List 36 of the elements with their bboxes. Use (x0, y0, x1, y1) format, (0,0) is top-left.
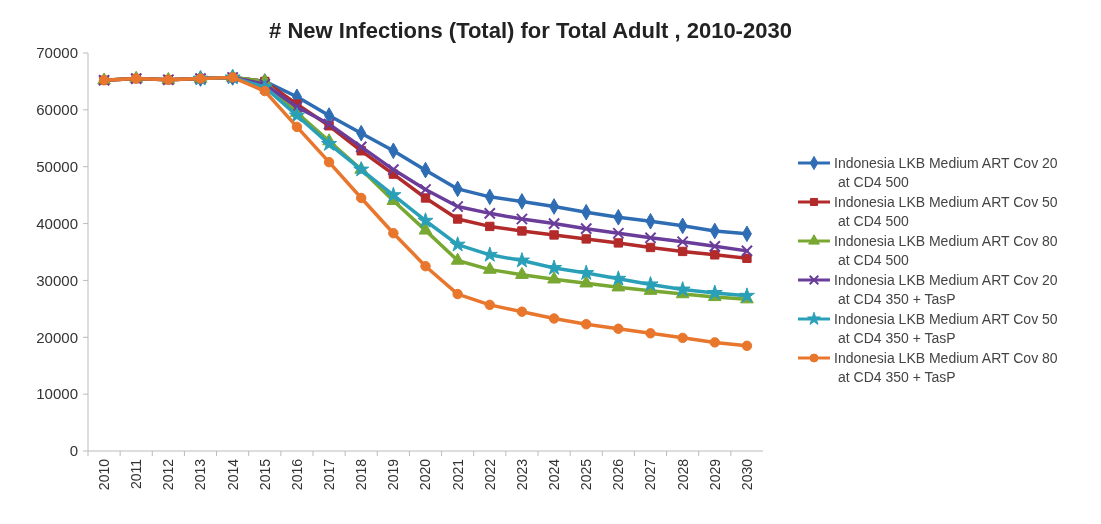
x-tick-label: 2018 (353, 458, 370, 491)
x-tick-label: 2021 (449, 458, 466, 491)
x-tick-label: 2016 (288, 458, 305, 491)
x-tick-label: 2023 (513, 458, 530, 491)
x-tick-label: 2012 (160, 458, 177, 491)
x-tick-label: 2020 (417, 458, 434, 491)
x-tick-label: 2011 (128, 458, 145, 490)
y-tick-label: 60000 (36, 101, 78, 119)
y-tick-label: 50000 (36, 157, 78, 175)
x-tick-label: 2017 (320, 458, 337, 491)
x-tick-label: 2027 (642, 458, 659, 491)
y-tick-label: 40000 (36, 214, 78, 232)
y-tick-label: 10000 (36, 385, 78, 403)
x-tick-label: 2019 (385, 458, 402, 491)
x-tick-label: 2028 (674, 458, 691, 491)
legend-label: Indonesia LKB Medium ART Cov 80 at CD4 500 (834, 232, 1058, 268)
x-tick-label: 2026 (610, 458, 627, 491)
chart-title: # New Infections (Total) for Total Adult , 2010-2030 (269, 18, 792, 43)
y-tick-label: 30000 (36, 271, 78, 289)
x-tick-label: 2029 (706, 458, 723, 491)
x-tick-label: 2024 (545, 458, 562, 491)
y-tick-label: 0 (69, 442, 78, 460)
x-tick-label: 2025 (578, 458, 595, 491)
y-tick-label: 20000 (36, 328, 78, 346)
x-tick-label: 2015 (256, 458, 273, 491)
y-tick-label: 70000 (36, 44, 78, 62)
legend-label: Indonesia LKB Medium ART Cov 20 at CD4 500 (834, 154, 1058, 190)
legend-label: Indonesia LKB Medium ART Cov 50 at CD4 500 (834, 193, 1058, 229)
legend-label: Indonesia LKB Medium ART Cov 50 at CD4 350 + TasP (834, 310, 1058, 346)
x-tick-label: 2013 (192, 458, 209, 491)
x-tick-label: 2030 (738, 458, 755, 491)
legend-label: Indonesia LKB Medium ART Cov 80 at CD4 350 + TasP (834, 349, 1058, 385)
x-tick-label: 2014 (224, 458, 241, 491)
x-tick-label: 2022 (481, 458, 498, 491)
x-tick-label: 2010 (95, 458, 112, 491)
legend-label: Indonesia LKB Medium ART Cov 20 at CD4 350 + TasP (834, 271, 1058, 307)
